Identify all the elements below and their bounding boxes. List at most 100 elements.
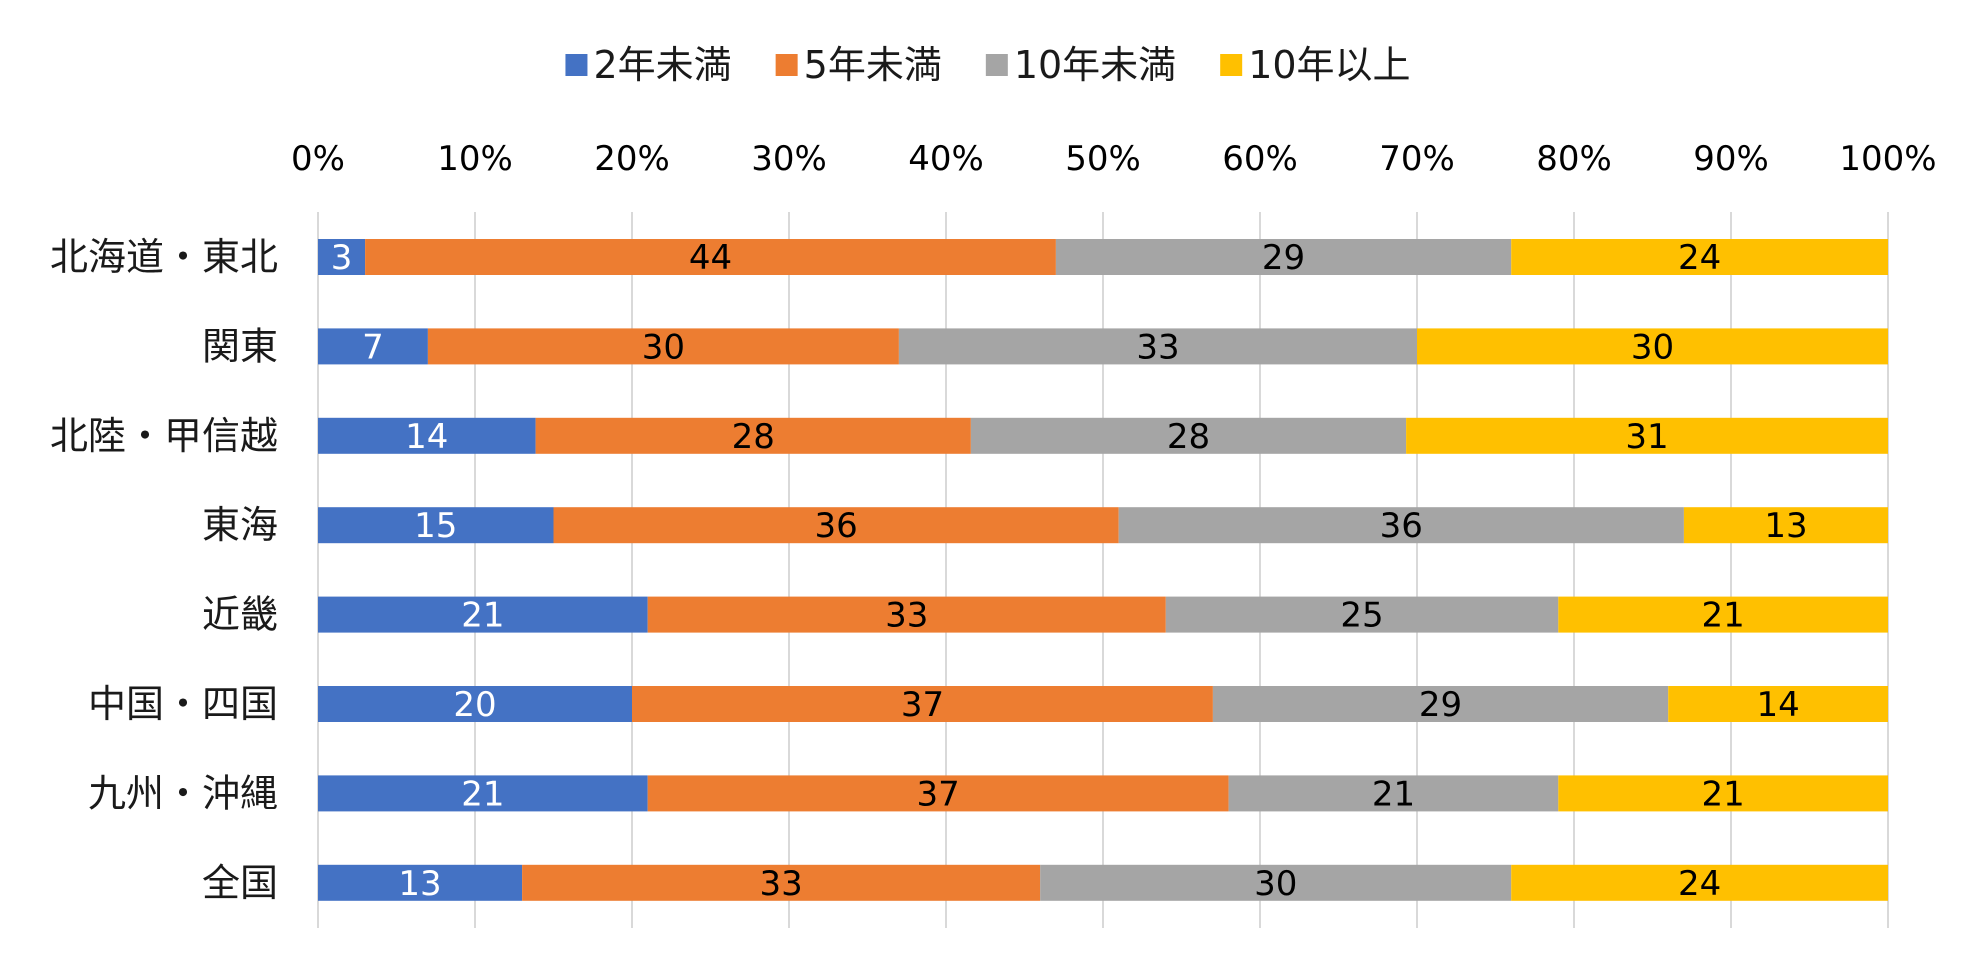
x-tick-label: 10% bbox=[437, 139, 513, 179]
legend-item: 5年未満 bbox=[775, 43, 942, 87]
legend-item: 10年未満 bbox=[985, 43, 1176, 87]
bar-segment bbox=[318, 686, 632, 722]
data-label: 21 bbox=[1702, 596, 1745, 636]
category-label: 九州・沖縄 bbox=[88, 771, 278, 815]
data-label: 15 bbox=[414, 506, 457, 546]
legend-label: 10年未満 bbox=[1014, 43, 1176, 87]
gridlines bbox=[317, 212, 1889, 928]
x-tick-label: 30% bbox=[751, 139, 827, 179]
legend-label: 2年未満 bbox=[593, 43, 731, 87]
x-axis-ticks: 0% 10% 20% 30% 40% 50% 60% 70% 80% 90% 100% bbox=[291, 139, 1937, 179]
legend-label: 10年以上 bbox=[1248, 43, 1410, 87]
data-label: 37 bbox=[917, 774, 960, 814]
data-label: 14 bbox=[405, 417, 448, 457]
bar-segment bbox=[318, 417, 536, 454]
category-label: 北陸・甲信越 bbox=[50, 414, 278, 458]
bar-segment bbox=[647, 596, 1166, 633]
data-label: 25 bbox=[1340, 596, 1383, 636]
data-label: 29 bbox=[1419, 685, 1462, 725]
bar-segment bbox=[1417, 328, 1888, 365]
data-label: 13 bbox=[398, 864, 441, 904]
legend: 2年未満 5年未満 10年未満 10年以上 bbox=[565, 43, 1411, 87]
data-label: 30 bbox=[1631, 327, 1674, 367]
bar-segment bbox=[1165, 596, 1559, 633]
legend-item: 10年以上 bbox=[1220, 43, 1411, 87]
legend-swatch bbox=[565, 54, 588, 76]
data-label: 29 bbox=[1262, 238, 1305, 278]
data-label: 30 bbox=[1254, 864, 1297, 904]
bar-segment bbox=[1228, 775, 1559, 812]
bar-segment bbox=[522, 864, 1041, 901]
bar-segment bbox=[1511, 864, 1888, 901]
data-label: 7 bbox=[362, 327, 384, 367]
x-tick-label: 80% bbox=[1536, 139, 1612, 179]
bar-segment bbox=[1558, 596, 1888, 633]
data-label: 20 bbox=[453, 685, 496, 725]
bar-segment bbox=[553, 507, 1119, 544]
bar-segment bbox=[318, 596, 648, 633]
bar-segment bbox=[647, 775, 1229, 812]
bar-segment bbox=[365, 239, 1056, 275]
data-label: 36 bbox=[1380, 506, 1423, 546]
bar-segment bbox=[318, 239, 366, 275]
data-label: 33 bbox=[885, 596, 928, 636]
x-tick-label: 0% bbox=[291, 139, 345, 179]
bar-segment bbox=[1040, 864, 1512, 901]
bar-segment bbox=[1406, 417, 1888, 454]
bar-segment bbox=[1055, 239, 1512, 275]
data-label: 28 bbox=[732, 417, 775, 457]
bar-segment bbox=[1511, 239, 1888, 275]
data-label: 33 bbox=[760, 864, 803, 904]
bar-segment bbox=[898, 328, 1417, 365]
data-label: 3 bbox=[331, 238, 353, 278]
bar-segment bbox=[318, 864, 523, 901]
x-tick-label: 100% bbox=[1839, 139, 1936, 179]
category-label: 近畿 bbox=[202, 593, 278, 637]
data-label: 33 bbox=[1136, 327, 1179, 367]
bar-segment bbox=[535, 417, 971, 454]
x-tick-label: 20% bbox=[594, 139, 670, 179]
data-label: 14 bbox=[1756, 685, 1799, 725]
data-label: 37 bbox=[901, 685, 944, 725]
x-tick-label: 50% bbox=[1065, 139, 1141, 179]
bar-segment bbox=[318, 775, 648, 812]
bar-segment bbox=[427, 328, 899, 365]
data-label: 31 bbox=[1625, 417, 1668, 457]
data-label: 21 bbox=[461, 774, 504, 814]
legend-swatch bbox=[1220, 54, 1243, 76]
data-label: 21 bbox=[1702, 774, 1745, 814]
data-label: 21 bbox=[1372, 774, 1415, 814]
category-label: 全国 bbox=[202, 861, 278, 905]
bar-segment bbox=[1558, 775, 1888, 812]
x-tick-label: 40% bbox=[908, 139, 984, 179]
data-label: 30 bbox=[642, 327, 685, 367]
category-label: 中国・四国 bbox=[88, 682, 278, 726]
data-label: 21 bbox=[461, 596, 504, 636]
data-label: 36 bbox=[814, 506, 857, 546]
data-label: 24 bbox=[1678, 238, 1721, 278]
data-label: 13 bbox=[1764, 506, 1807, 546]
bar-segment bbox=[1118, 507, 1684, 544]
legend-label: 5年未満 bbox=[804, 43, 942, 87]
data-label: 24 bbox=[1678, 864, 1721, 904]
bar-segment bbox=[318, 328, 428, 365]
legend-item: 2年未満 bbox=[565, 43, 732, 87]
data-label: 28 bbox=[1167, 417, 1210, 457]
x-tick-label: 60% bbox=[1222, 139, 1298, 179]
bar-segment bbox=[970, 417, 1407, 454]
bars: 3 44 29 24 7 30 33 30 14 28 28 31 15 36 36 13 21 33 25 21 20… bbox=[318, 238, 1888, 904]
x-tick-label: 90% bbox=[1693, 139, 1769, 179]
legend-swatch bbox=[775, 54, 798, 76]
bar-segment bbox=[1212, 686, 1669, 722]
x-tick-label: 70% bbox=[1379, 139, 1455, 179]
category-label: 北海道・東北 bbox=[50, 235, 278, 279]
bar-segment bbox=[632, 686, 1213, 722]
bar-segment bbox=[1683, 507, 1888, 544]
category-label: 関東 bbox=[202, 324, 278, 368]
legend-swatch bbox=[985, 54, 1008, 76]
bar-segment bbox=[1668, 686, 1888, 722]
category-label: 東海 bbox=[202, 503, 278, 547]
data-label: 44 bbox=[689, 238, 732, 278]
